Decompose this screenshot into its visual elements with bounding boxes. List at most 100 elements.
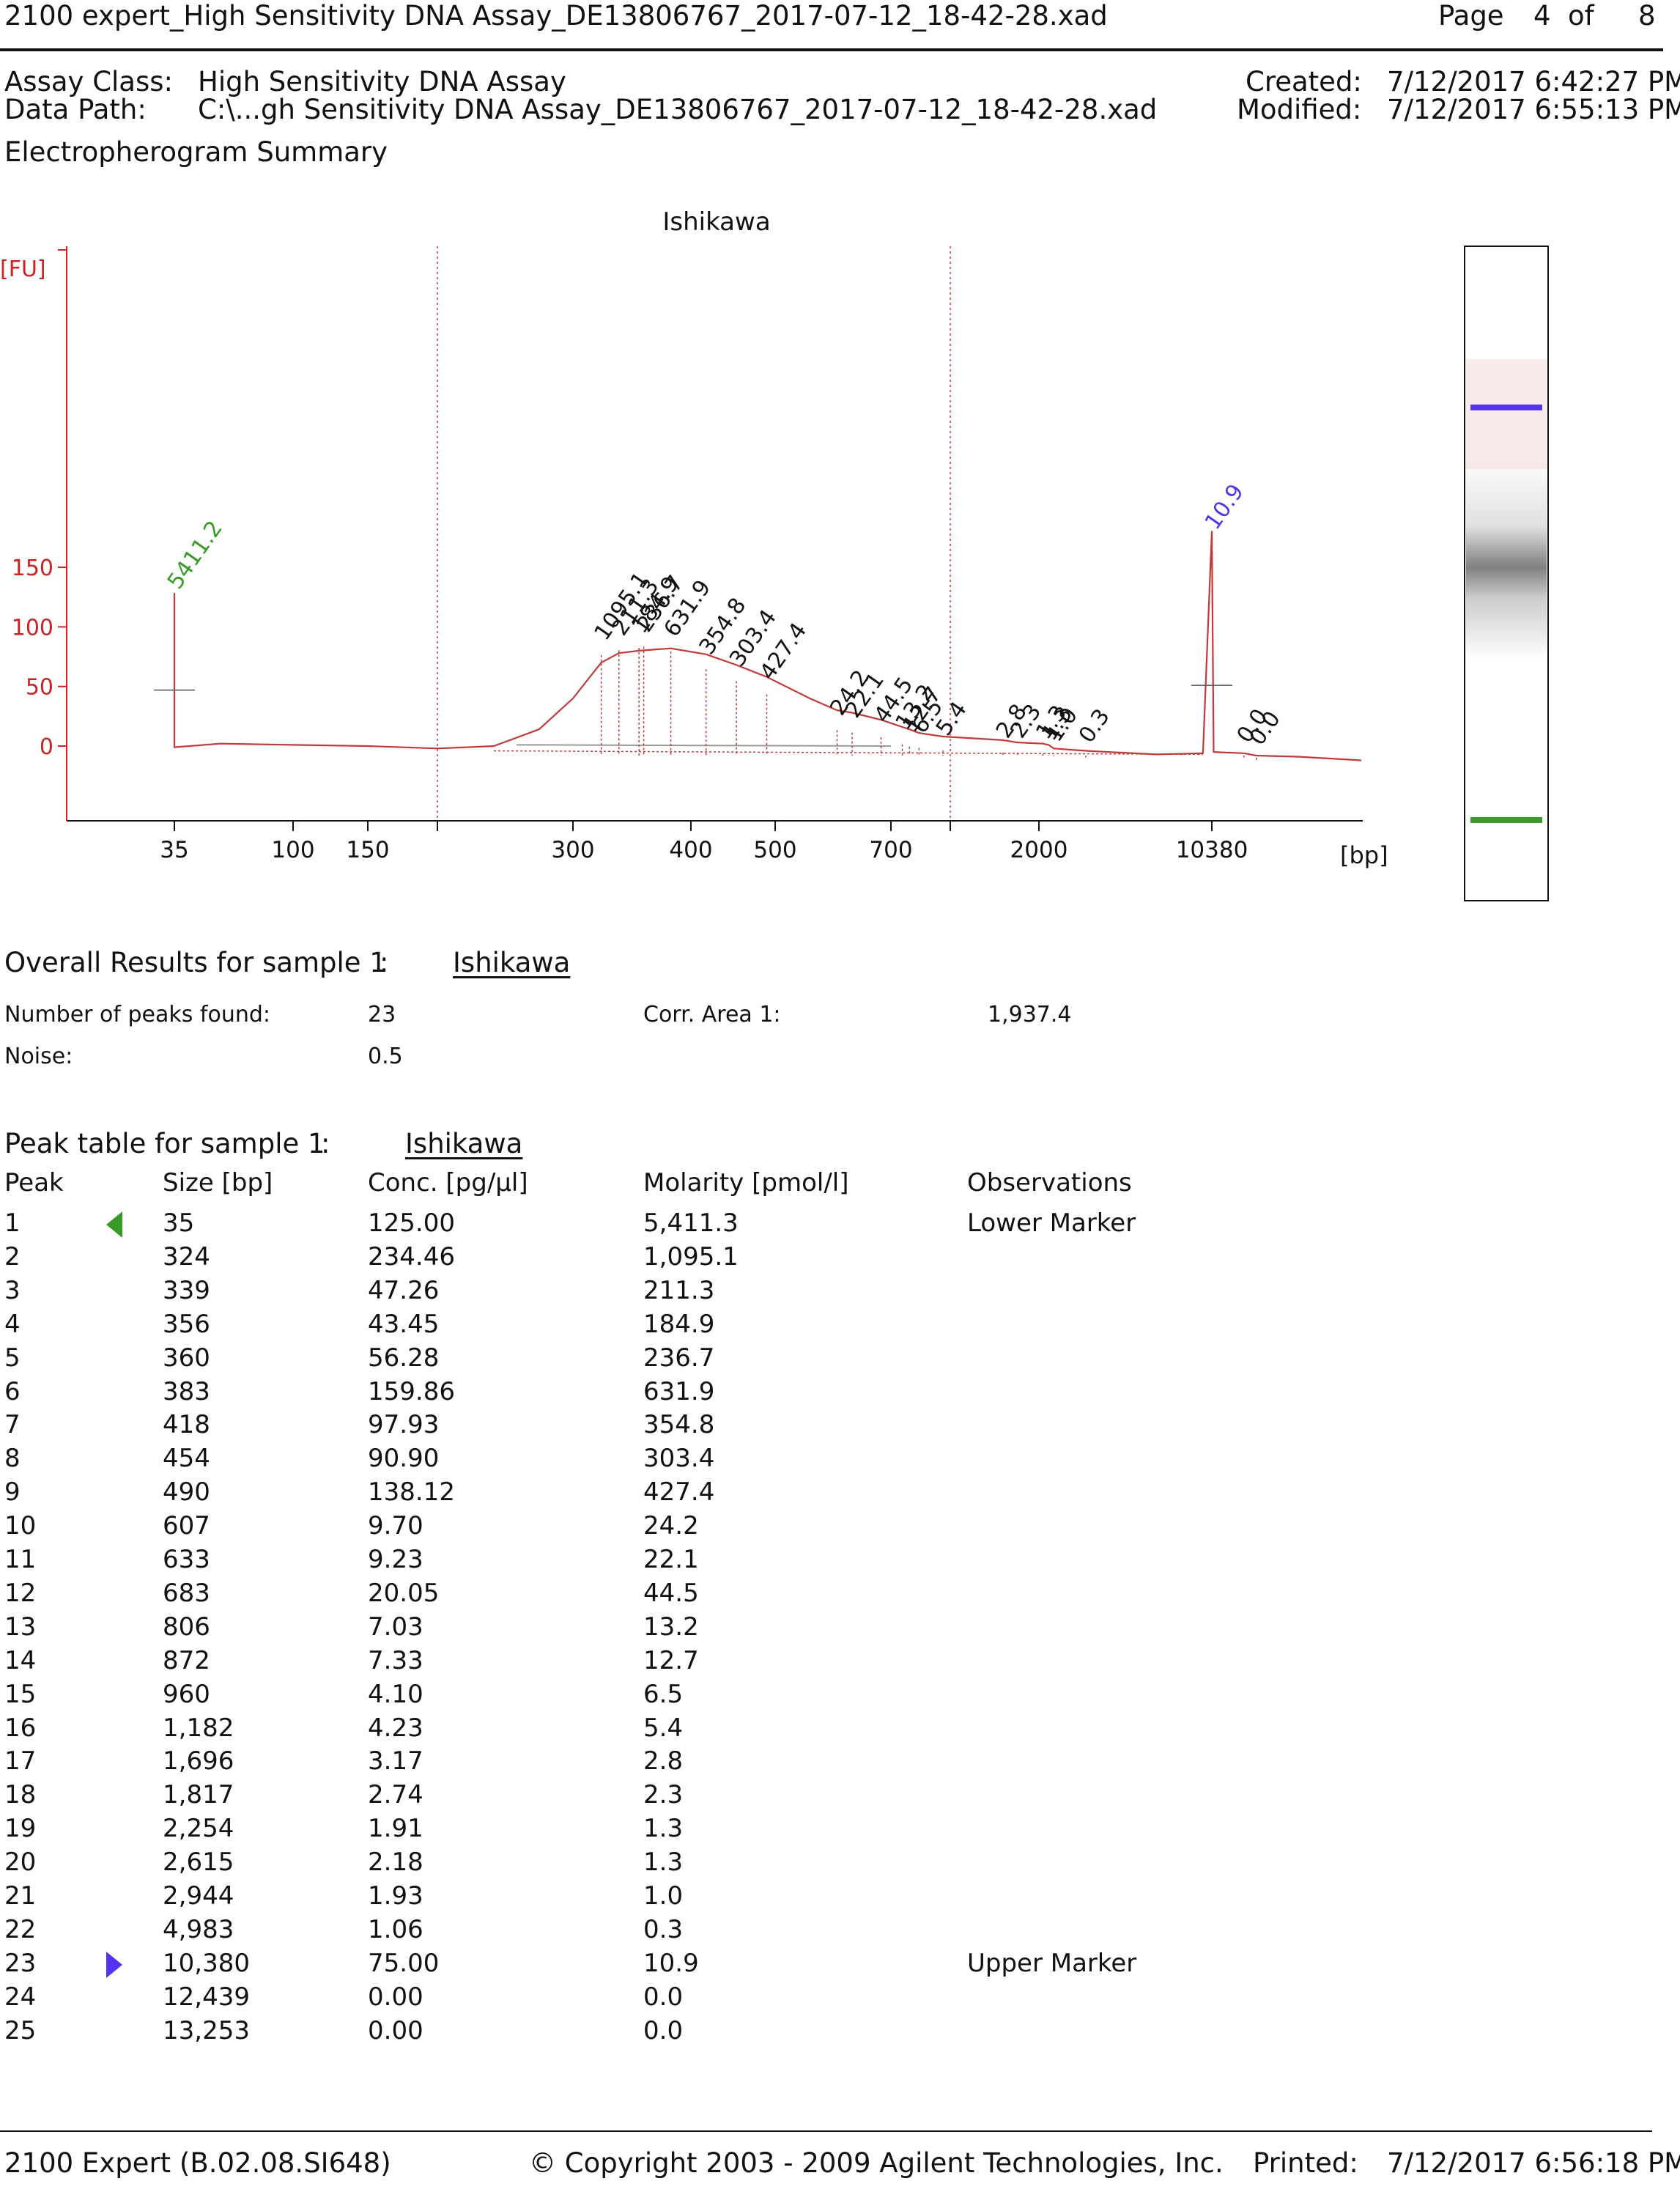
peak-size: 2,615: [163, 1848, 234, 1878]
peak-molarity: 303.4: [643, 1444, 715, 1474]
gel-lower-band: [1470, 817, 1542, 823]
peak-molarity: 0.0: [643, 1982, 684, 2012]
peak-number: 2: [4, 1241, 21, 1272]
peak-conc: 1.91: [368, 1814, 423, 1844]
peak-conc: 7.03: [368, 1612, 423, 1642]
header-size: Size [bp]: [163, 1168, 273, 1198]
header-divider: [0, 48, 1663, 51]
section-title: Electropherogram Summary: [4, 136, 388, 168]
peak-conc: 47.26: [368, 1275, 440, 1305]
y-axis-label: [FU]: [0, 257, 46, 282]
peak-number: 23: [4, 1948, 37, 1978]
peak-molarity: 184.9: [643, 1309, 715, 1339]
header-peak: Peak: [4, 1168, 64, 1198]
peak-number: 14: [4, 1645, 37, 1675]
electropherogram-chart: Ishikawa [FU] [bp] 0 50 100 150 35 100 150 300 4…: [0, 207, 1549, 901]
peak-number: 6: [4, 1376, 21, 1406]
table-row: 15 960 4.10 6.5: [0, 1680, 1246, 1713]
peak-molarity: 1,095.1: [643, 1241, 739, 1272]
peak-conc: 138.12: [368, 1477, 455, 1508]
peak-molarity: 6.5: [643, 1679, 684, 1709]
smear-integration-line: [516, 744, 892, 747]
peak-conc: 4.10: [368, 1679, 423, 1709]
table-row: 17 1,696 3.17 2.8: [0, 1746, 1246, 1780]
x-tick-label: 700: [869, 837, 912, 863]
footer-printed-value: 7/12/2017 6:56:18 PM: [1387, 2147, 1680, 2179]
peak-size: 12,439: [163, 1982, 250, 2012]
peak-size: 490: [163, 1477, 210, 1508]
table-row: 18 1,817 2.74 2.3: [0, 1780, 1246, 1814]
peak-size: 1,696: [163, 1746, 234, 1776]
modified-value: 7/12/2017 6:55:13 PM: [1387, 94, 1680, 125]
corr-area-value: 1,937.4: [988, 1002, 1072, 1027]
peak-molarity: 12.7: [643, 1645, 699, 1675]
peak-conc: 2.18: [368, 1848, 423, 1878]
gel-upper-band: [1470, 405, 1542, 410]
overall-sample: Ishikawa: [453, 947, 571, 978]
peak-table-sample: Ishikawa: [405, 1128, 523, 1159]
peak-size: 10,380: [163, 1948, 250, 1978]
peak-size: 454: [163, 1444, 210, 1474]
peak-conc: 4.23: [368, 1713, 423, 1743]
peak-molarity: 5,411.3: [643, 1208, 739, 1238]
peak-molarity: 1.3: [643, 1814, 684, 1844]
table-row: 23 10,380 75.00 10.9 Upper Marker: [0, 1949, 1246, 1982]
noise-label: Noise:: [4, 1044, 73, 1069]
peak-conc: 0.00: [368, 1982, 423, 2012]
peak-conc: 9.70: [368, 1511, 423, 1541]
peak-number: 25: [4, 2015, 37, 2045]
peak-molarity: 10.9: [643, 1948, 699, 1978]
chart-title: Ishikawa: [662, 207, 770, 237]
table-row: 1 35 125.00 5,411.3 Lower Marker: [0, 1208, 1246, 1242]
peaks-found-value: 23: [368, 1002, 396, 1027]
peak-number: 8: [4, 1444, 21, 1474]
data-path-value: C:\...gh Sensitivity DNA Assay_DE1380676…: [198, 94, 1158, 125]
peak-size: 324: [163, 1241, 210, 1272]
peak-conc: 9.23: [368, 1545, 423, 1574]
electropherogram-trace: [173, 531, 1362, 761]
assay-class-label: Assay Class:: [4, 66, 174, 97]
peak-number: 21: [4, 1881, 37, 1911]
peak-number: 18: [4, 1780, 37, 1810]
x-tick-label: 100: [271, 837, 314, 863]
table-row: 8 454 90.90 303.4: [0, 1444, 1246, 1477]
table-row: 11 633 9.23 22.1: [0, 1545, 1246, 1579]
table-row: 13 806 7.03 13.2: [0, 1612, 1246, 1646]
peak-label: 0.3: [1074, 704, 1115, 748]
table-row: 2 324 234.46 1,095.1: [0, 1242, 1246, 1276]
peak-conc: 90.90: [368, 1444, 440, 1474]
x-tick-label: 300: [551, 837, 594, 863]
table-row: 14 872 7.33 12.7: [0, 1646, 1246, 1680]
peak-molarity: 236.7: [643, 1343, 715, 1373]
peak-conc: 43.45: [368, 1309, 440, 1339]
peak-size: 2,944: [163, 1881, 234, 1911]
table-row: 24 12,439 0.00 0.0: [0, 1982, 1246, 2016]
page-number: 4: [1533, 0, 1551, 32]
peak-observation: Upper Marker: [967, 1948, 1137, 1978]
peak-table-header: Peak Size [bp] Conc. [pg/µl] Molarity [p…: [0, 1168, 1246, 1202]
footer-divider: [0, 2130, 1652, 2132]
x-tick-label: 35: [160, 837, 188, 863]
baseline-line: [494, 750, 1203, 756]
peak-size: 4,983: [163, 1914, 234, 1944]
peak-size: 633: [163, 1545, 210, 1574]
peak-number: 9: [4, 1477, 21, 1508]
overall-title: Overall Results for sample 1: [4, 947, 387, 978]
peak-conc: 1.93: [368, 1881, 423, 1911]
peak-conc: 159.86: [368, 1376, 455, 1406]
x-tick-label: 150: [346, 837, 389, 863]
peak-number: 24: [4, 1982, 37, 2012]
report-title: 2100 expert_High Sensitivity DNA Assay_D…: [4, 0, 1108, 32]
noise-value: 0.5: [368, 1044, 403, 1069]
table-row: 20 2,615 2.18 1.3: [0, 1848, 1246, 1881]
peak-size: 383: [163, 1376, 210, 1406]
y-tick-label: 100: [12, 615, 53, 641]
peak-label: 10.9: [1200, 479, 1249, 534]
peak-size: 418: [163, 1410, 210, 1440]
header-molarity: Molarity [pmol/l]: [643, 1168, 849, 1198]
peak-number: 1: [4, 1208, 21, 1238]
peak-molarity: 2.3: [643, 1780, 684, 1810]
peak-size: 356: [163, 1309, 210, 1339]
peak-size: 2,254: [163, 1814, 234, 1844]
peak-molarity: 631.9: [643, 1376, 715, 1406]
